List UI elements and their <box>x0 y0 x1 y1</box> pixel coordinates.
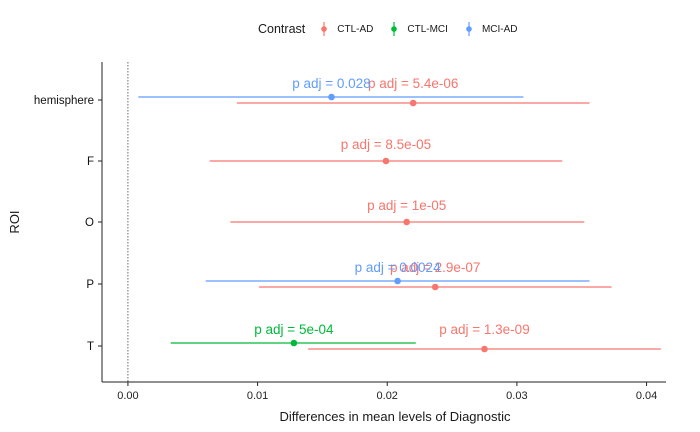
x-tick-label: 0.03 <box>506 390 527 402</box>
legend-label-ctl-mci: CTL-MCI <box>407 23 448 35</box>
legend-item-mci-ad: MCI-AD <box>460 20 518 38</box>
y-axis-title: ROI <box>7 210 22 233</box>
p-adj-label-mci-ad: p adj = 0.028 <box>292 76 370 91</box>
plot-panel: 0.00 0.01 0.02 0.03 0.04 hemisphere F O P Tp adj … <box>34 62 666 402</box>
legend: Contrast CTL-AD CTL-MCI MCI-AD <box>258 20 530 38</box>
estimate-point-ctl-ad <box>382 157 390 165</box>
x-tick-label: 0.02 <box>377 390 398 402</box>
legend-label-ctl-ad: CTL-AD <box>337 23 374 35</box>
p-adj-label-ctl-ad: p adj = 1.3e-09 <box>439 322 529 337</box>
estimate-point-ctl-ad <box>409 99 417 107</box>
estimate-point-ctl-ad <box>481 345 488 353</box>
p-adj-label-ctl-mci: p adj = 5e-04 <box>254 322 334 337</box>
legend-item-ctl-mci: CTL-MCI <box>385 20 448 38</box>
p-adj-label-ctl-ad: p adj = 1e-05 <box>367 198 446 213</box>
legend-key-mci-ad <box>466 22 472 36</box>
estimate-point-ctl-ad <box>431 283 439 291</box>
y-tick-label: O <box>85 217 94 229</box>
x-tick-label: 0.00 <box>117 390 138 402</box>
estimate-point-ctl-ad <box>403 218 410 226</box>
legend-title: Contrast <box>258 22 306 36</box>
p-adj-label-ctl-ad: p adj = 5.4e-06 <box>368 76 458 91</box>
y-tick-label: F <box>87 156 94 168</box>
x-tick-label: 0.04 <box>636 390 657 402</box>
y-tick-label: P <box>86 279 94 291</box>
x-tick-label: 0.01 <box>247 390 268 402</box>
p-adj-label-ctl-ad: p adj = 2.9e-07 <box>390 260 480 275</box>
estimate-point-mci-ad <box>328 93 335 101</box>
y-tick-label: T <box>87 341 94 353</box>
legend-label-mci-ad: MCI-AD <box>481 23 518 35</box>
p-adj-label-mci-ad: p adj = 0.0024 <box>355 260 441 275</box>
legend-item-ctl-ad: CTL-AD <box>315 20 373 38</box>
p-adj-label-ctl-ad: p adj = 8.5e-05 <box>341 137 431 152</box>
legend-key-ctl-mci <box>391 22 398 36</box>
estimate-point-mci-ad <box>394 277 401 285</box>
estimate-point-ctl-mci <box>290 339 298 347</box>
y-tick-label: hemisphere <box>34 95 94 107</box>
x-axis-title: Differences in mean levels of Diagnostic <box>280 409 511 424</box>
legend-key-ctl-ad <box>321 22 328 36</box>
